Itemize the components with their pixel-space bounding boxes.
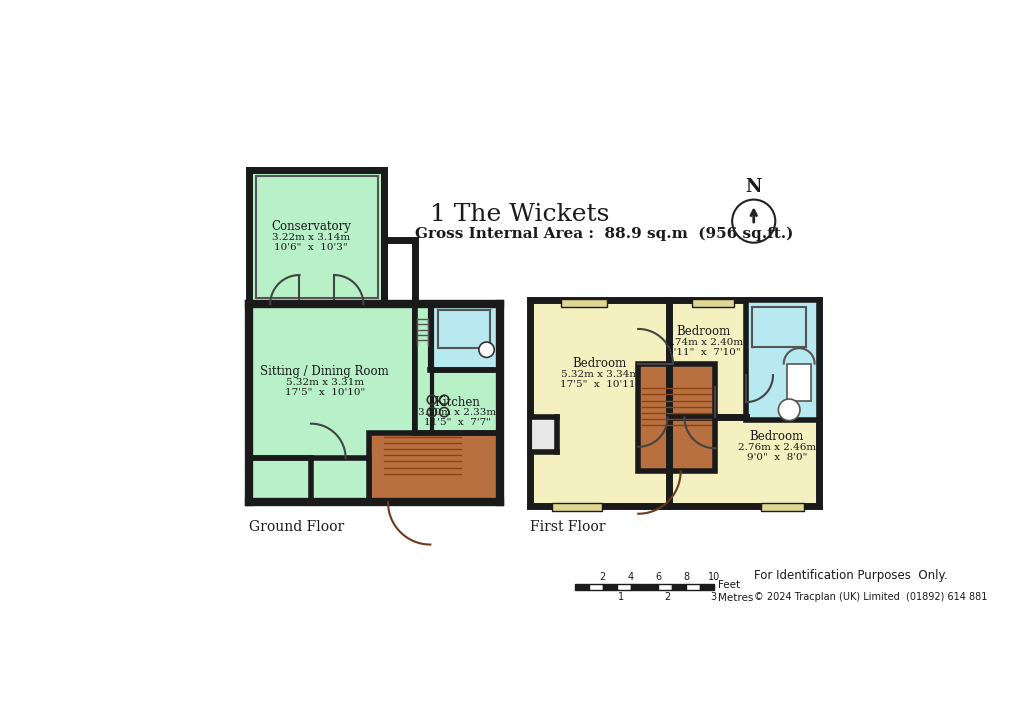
Text: Conservatory: Conservatory	[271, 220, 351, 233]
Text: For Identification Purposes  Only.: For Identification Purposes Only.	[753, 570, 947, 582]
Bar	[415, 305, 431, 435]
Bar	[616, 584, 630, 590]
Bar	[751, 307, 805, 348]
Bar	[437, 310, 490, 348]
Text: 5.32m x 3.34m: 5.32m x 3.34m	[560, 370, 638, 379]
Text: Sitting / Dining Room: Sitting / Dining Room	[260, 365, 389, 378]
Bar	[699, 584, 713, 590]
Bar	[761, 503, 803, 510]
Text: 3: 3	[710, 592, 716, 601]
Text: 2: 2	[599, 572, 605, 582]
Bar	[686, 584, 699, 590]
Text: 17'5"  x  10'11": 17'5" x 10'11"	[559, 380, 639, 389]
Bar	[560, 299, 607, 307]
Text: 3.50m x 2.33m: 3.50m x 2.33m	[418, 408, 496, 418]
Bar	[588, 584, 602, 590]
Text: Kitchen: Kitchen	[434, 395, 480, 408]
Text: 8'11"  x  7'10": 8'11" x 7'10"	[666, 348, 740, 356]
Bar	[575, 584, 588, 590]
Text: 5.32m x 3.31m: 5.32m x 3.31m	[285, 377, 364, 387]
Bar	[602, 584, 616, 590]
Text: 10'6"  x  10'3": 10'6" x 10'3"	[274, 243, 347, 252]
Bar	[250, 459, 369, 503]
Text: 1 The Wickets: 1 The Wickets	[430, 204, 609, 226]
Text: 10: 10	[707, 572, 719, 582]
Bar	[638, 364, 714, 472]
Text: First Floor: First Floor	[530, 520, 605, 534]
Bar	[430, 305, 499, 370]
Bar	[644, 584, 657, 590]
Text: Bedroom: Bedroom	[749, 431, 803, 444]
Text: 11'5"  x  7'7": 11'5" x 7'7"	[423, 418, 490, 428]
Bar	[692, 299, 734, 307]
Text: © 2024 Tracplan (UK) Limited  (01892) 614 881: © 2024 Tracplan (UK) Limited (01892) 614…	[753, 593, 986, 603]
Text: Bedroom: Bedroom	[572, 357, 627, 370]
Bar	[250, 305, 415, 502]
Text: 17'5"  x  10'10": 17'5" x 10'10"	[284, 387, 365, 397]
Text: Ground Floor: Ground Floor	[250, 520, 344, 534]
Text: 2.74m x 2.40m: 2.74m x 2.40m	[664, 338, 742, 346]
Circle shape	[777, 399, 799, 420]
Bar	[630, 584, 644, 590]
Text: 8: 8	[683, 572, 689, 582]
Bar	[786, 364, 811, 400]
Bar	[657, 584, 672, 590]
Text: 3.22m x 3.14m: 3.22m x 3.14m	[272, 233, 350, 242]
Text: 6: 6	[654, 572, 660, 582]
Bar	[745, 300, 818, 420]
Text: Bedroom: Bedroom	[676, 325, 730, 338]
Text: N: N	[745, 178, 761, 196]
Bar	[415, 364, 499, 502]
Text: Metres: Metres	[716, 593, 752, 603]
Bar	[551, 503, 601, 510]
Text: 2: 2	[663, 592, 671, 601]
Text: Feet: Feet	[716, 580, 739, 590]
Text: 1: 1	[618, 592, 624, 601]
Circle shape	[478, 342, 494, 357]
Bar	[530, 418, 556, 452]
Bar	[530, 300, 818, 506]
Text: 9'0"  x  8'0": 9'0" x 8'0"	[746, 453, 806, 462]
Bar	[250, 169, 384, 305]
Bar	[672, 584, 686, 590]
Bar	[256, 176, 378, 298]
Bar	[369, 433, 499, 502]
Text: 4: 4	[627, 572, 633, 582]
Text: 2.76m x 2.46m: 2.76m x 2.46m	[737, 443, 815, 452]
Text: Gross Internal Area :  88.9 sq.m  (956 sq.ft.): Gross Internal Area : 88.9 sq.m (956 sq.…	[415, 227, 793, 241]
